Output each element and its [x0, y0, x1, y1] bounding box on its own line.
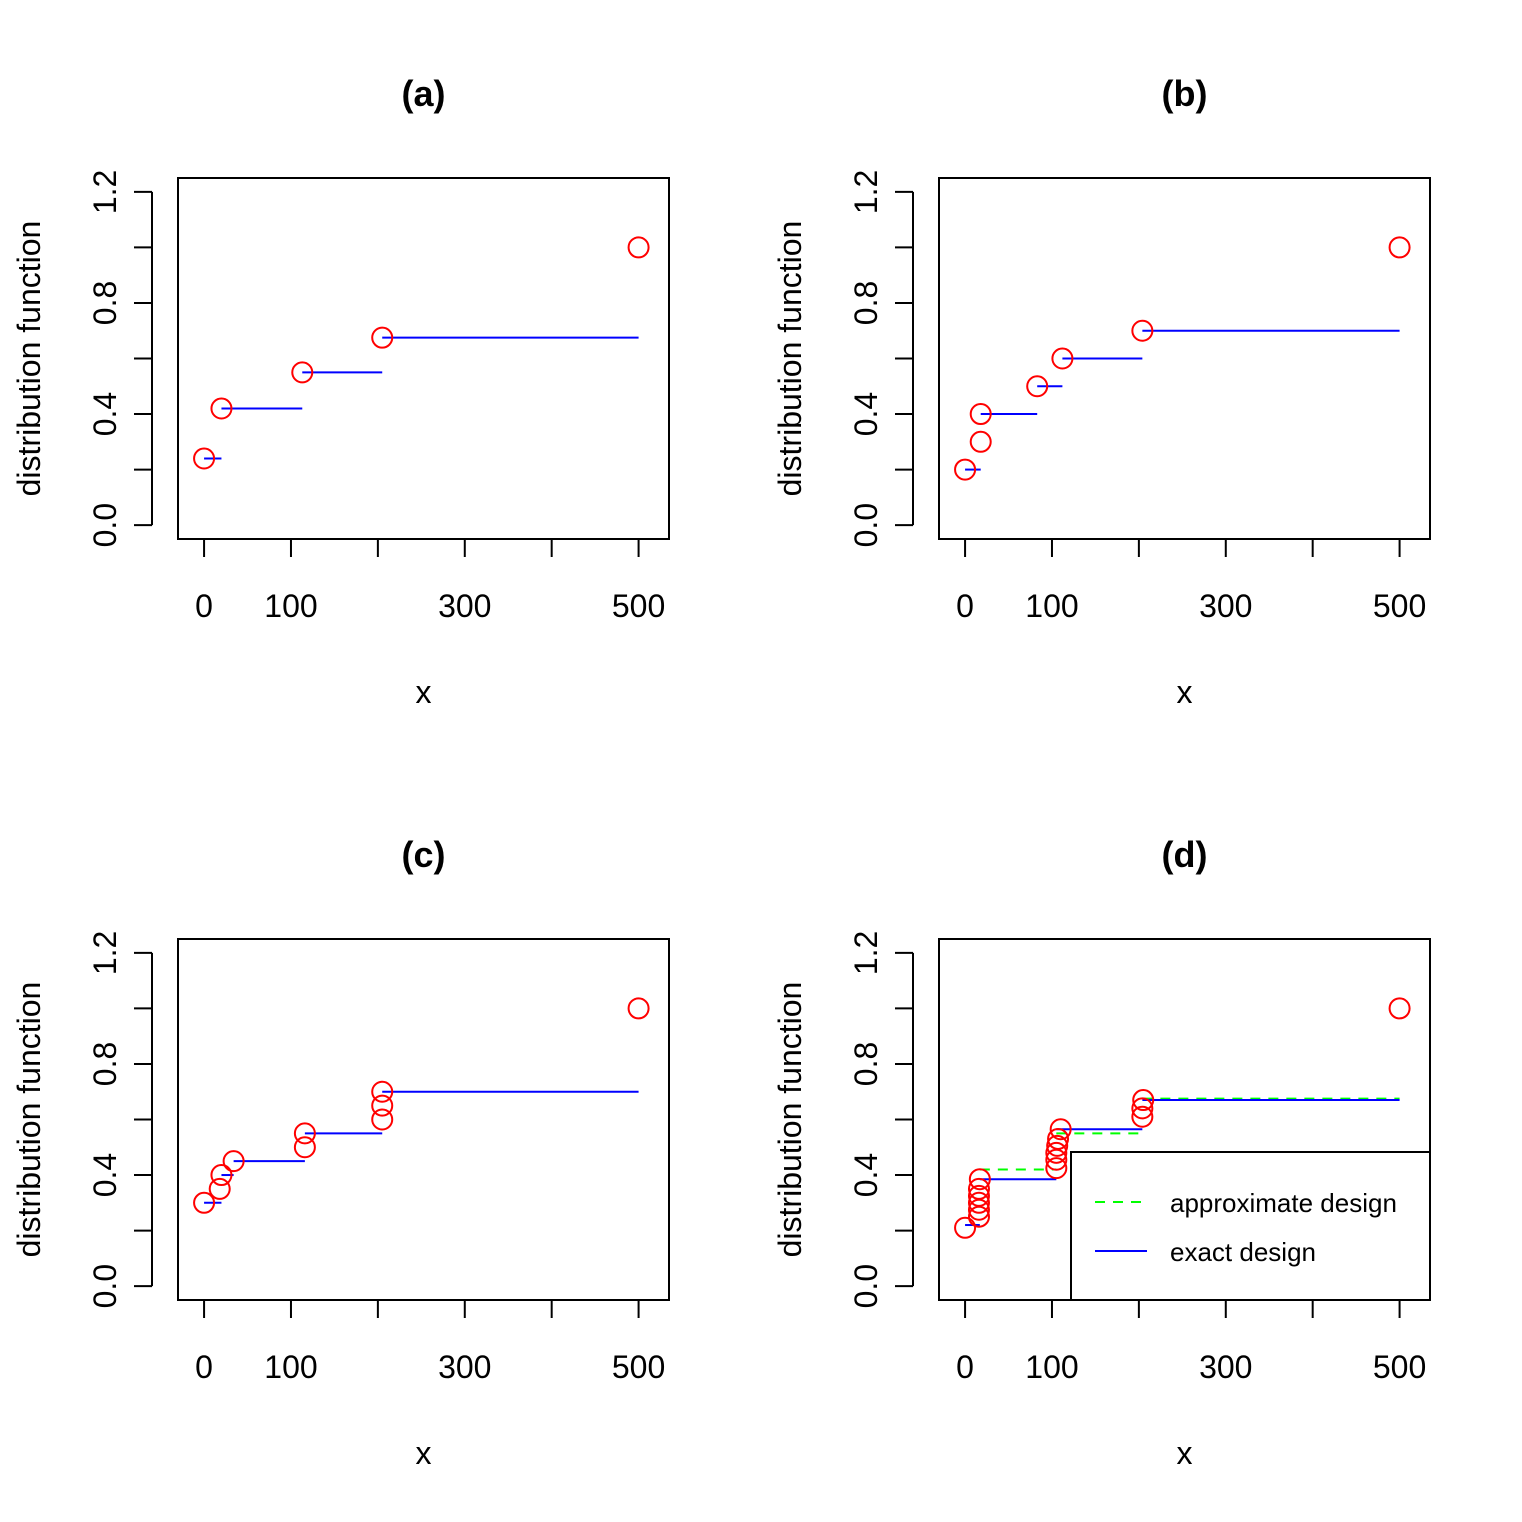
data-point [208, 1177, 231, 1200]
x-axis-label: x [416, 1435, 432, 1471]
data-point [967, 1184, 990, 1207]
data-point [1388, 997, 1411, 1020]
y-axis-label: distribution function [11, 982, 47, 1258]
plot-frame [177, 177, 670, 540]
x-tick-label: 500 [612, 1349, 665, 1385]
data-point [371, 1094, 394, 1117]
x-tick-label: 0 [956, 588, 974, 624]
data-point [954, 458, 977, 481]
data-point [1049, 1118, 1072, 1141]
data-point [1131, 1105, 1154, 1128]
data-point [967, 1191, 990, 1214]
panel-title: (d) [1162, 834, 1208, 875]
x-axis-label: x [1177, 674, 1193, 710]
x-tick-label: 500 [1373, 588, 1426, 624]
data-point [1132, 1089, 1155, 1112]
y-tick-label: 0.0 [87, 503, 123, 547]
y-tick-label: 0.4 [848, 392, 884, 436]
legend-label: exact design [1170, 1237, 1316, 1267]
data-point [1131, 1097, 1154, 1120]
data-point [210, 397, 233, 420]
data-point [968, 1168, 991, 1191]
legend-box [1070, 1151, 1431, 1301]
data-point [1131, 319, 1154, 342]
x-tick-label: 100 [264, 1349, 317, 1385]
x-tick-label: 500 [612, 588, 665, 624]
data-point [371, 326, 394, 349]
chart-panel-2: (b) 0 100 300 500 0.0 0.4 0.8 1.2 x distribution f… [772, 73, 1431, 710]
x-tick-label: 0 [956, 1349, 974, 1385]
x-tick-label: 100 [1025, 588, 1078, 624]
panel-title: (c) [402, 834, 446, 875]
data-point [1046, 1134, 1069, 1157]
data-point [371, 1108, 394, 1131]
data-point [291, 361, 314, 384]
data-point [1388, 236, 1411, 259]
data-point [627, 236, 650, 259]
plot-frame [177, 938, 670, 1301]
x-axis-label: x [1177, 1435, 1193, 1471]
x-tick-label: 300 [438, 1349, 491, 1385]
y-tick-label: 0.0 [848, 503, 884, 547]
y-tick-label: 0.8 [848, 281, 884, 325]
y-tick-label: 0.8 [87, 1042, 123, 1086]
x-axis-label: x [416, 674, 432, 710]
y-axis-label: distribution function [11, 221, 47, 497]
data-point [1045, 1157, 1068, 1180]
data-point [969, 430, 992, 453]
data-point [193, 1191, 216, 1214]
legend-label: approximate design [1170, 1188, 1397, 1218]
y-tick-label: 1.2 [848, 170, 884, 214]
x-tick-label: 0 [195, 1349, 213, 1385]
data-point [954, 1216, 977, 1239]
chart-panel-3: (c) 0 100 300 500 0.0 0.4 0.8 1.2 x distribution f… [11, 834, 670, 1471]
data-point [222, 1150, 245, 1173]
y-tick-label: 0.0 [87, 1264, 123, 1308]
y-tick-label: 1.2 [87, 931, 123, 975]
data-point [371, 1080, 394, 1103]
data-point [969, 403, 992, 426]
panel-title: (b) [1162, 73, 1208, 114]
data-point [1051, 347, 1074, 370]
data-point [627, 997, 650, 1020]
data-point [967, 1177, 990, 1200]
x-tick-label: 100 [1025, 1349, 1078, 1385]
x-tick-label: 300 [438, 588, 491, 624]
legend: approximate design exact design [1070, 1151, 1431, 1301]
y-tick-label: 1.2 [848, 931, 884, 975]
x-tick-label: 300 [1199, 1349, 1252, 1385]
panel-title: (a) [402, 73, 446, 114]
chart-panel-4: (d) 0 100 300 500 0.0 0.4 0.8 1.2 x distribution f… [772, 834, 1431, 1471]
x-tick-label: 500 [1373, 1349, 1426, 1385]
data-point [293, 1136, 316, 1159]
y-tick-label: 0.4 [87, 1153, 123, 1197]
data-point [193, 447, 216, 470]
y-tick-label: 1.2 [87, 170, 123, 214]
data-point [1047, 1127, 1070, 1150]
y-tick-label: 0.8 [87, 281, 123, 325]
chart-panel-1: (a) 0 100 300 500 0.0 0.4 0.8 1.2 x distribution f… [11, 73, 670, 710]
x-tick-label: 0 [195, 588, 213, 624]
x-tick-label: 300 [1199, 588, 1252, 624]
data-point [293, 1122, 316, 1145]
plot-frame [938, 177, 1431, 540]
data-point [210, 1164, 233, 1187]
x-tick-label: 100 [264, 588, 317, 624]
y-tick-label: 0.4 [848, 1153, 884, 1197]
y-tick-label: 0.4 [87, 392, 123, 436]
y-axis-label: distribution function [772, 982, 808, 1258]
y-tick-label: 0.0 [848, 1264, 884, 1308]
data-point [1045, 1141, 1068, 1164]
y-axis-label: distribution function [772, 221, 808, 497]
y-tick-label: 0.8 [848, 1042, 884, 1086]
data-point [1026, 375, 1049, 398]
